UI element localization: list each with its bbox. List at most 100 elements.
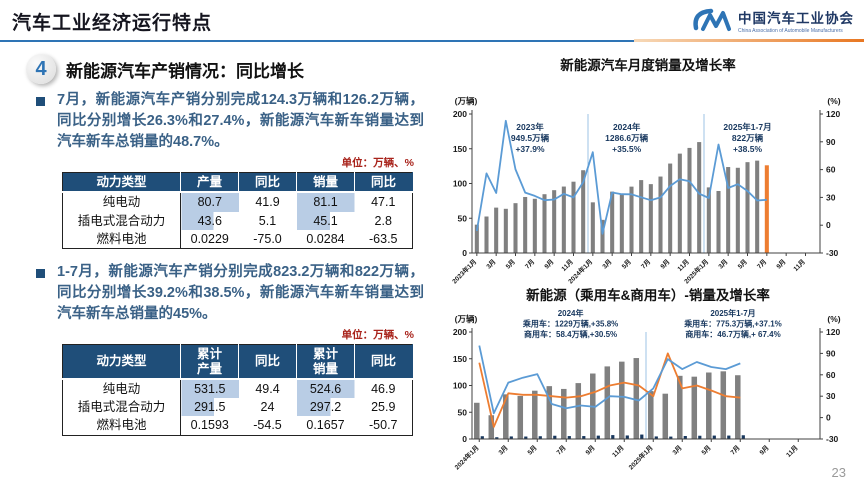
table-cell: 插电式混合动力 [62, 211, 181, 230]
bar [600, 219, 605, 253]
x-axis-label: 2023年1月 [450, 257, 478, 285]
bar [726, 167, 731, 253]
chart-annotation: 949.5万辆 [511, 133, 550, 143]
bar [538, 436, 542, 439]
axis-tick-label: 120 [826, 327, 840, 337]
bar [546, 386, 553, 439]
table-cell: 0.1593 [190, 418, 229, 433]
x-axis-label: 11月 [611, 444, 626, 459]
bar [474, 402, 480, 439]
x-axis-label: 5月 [504, 258, 517, 271]
bar [596, 435, 600, 439]
bullet-square-icon [36, 269, 45, 279]
chart-annotation: 2025年1-7月 [710, 308, 755, 318]
bar [640, 434, 644, 439]
x-axis-label: 2025年1月 [626, 443, 654, 471]
section-number-badge: 4 [26, 54, 56, 84]
chart-annotation: +38.5% [733, 144, 763, 154]
bar [662, 393, 669, 439]
unit-label-monthly: 单位：万辆、% [341, 157, 414, 170]
bar [654, 436, 658, 439]
axis-tick-label: 60 [826, 165, 836, 175]
axis-tick-label: 150 [453, 144, 467, 154]
axis-tick-label: 0 [826, 413, 831, 423]
chart-annotation: 商用车：46.7万辆,+ 67.4% [685, 329, 780, 339]
right-axis-unit: (%) [827, 314, 840, 324]
table-cell: 297.2 [296, 398, 355, 417]
x-axis-label: 2024年1月 [452, 443, 480, 471]
axis-tick-label: 60 [826, 370, 836, 380]
table-cell: 41.9 [255, 195, 280, 210]
bar [542, 194, 547, 253]
table-cell: 0.0229 [190, 231, 229, 246]
chart-annotation: 1286.6万辆 [605, 133, 648, 143]
monthly-table: 动力类型 产量 同比 销量 同比 纯电动 80.7 41.9 81.1 47.1 插电式混合动力 43… [62, 172, 413, 250]
x-axis-label: 11月 [785, 444, 800, 459]
bar [480, 436, 484, 439]
bar [567, 436, 571, 439]
bar [524, 436, 528, 439]
table-cell: -54.5 [253, 418, 282, 433]
right-column: 新能源汽车月度销量及增长率 0 50 100 150 200 -30 0 30 60 90 120 (… [432, 44, 864, 486]
table-cell: 291.5 [180, 398, 239, 417]
bar [706, 372, 712, 439]
bar [611, 435, 615, 439]
x-axis-label: 11月 [792, 258, 807, 273]
x-axis-label: 9月 [758, 444, 771, 457]
bar [581, 170, 586, 253]
table-cell: 531.5 [180, 378, 239, 399]
bar [648, 391, 654, 439]
monthly-sales-chart: 0 50 100 150 200 -30 0 30 60 90 120 (万辆) (%) 2023年1月 3… [450, 96, 841, 285]
x-axis-label: 3月 [601, 258, 614, 271]
table-cell: 5.1 [258, 213, 277, 228]
axis-tick-label: 50 [458, 213, 468, 223]
bar [658, 176, 663, 253]
table-cell: 0.0284 [306, 231, 345, 246]
x-axis-label: 3月 [497, 444, 510, 457]
bar [571, 181, 576, 253]
table-row: 插电式混合动力 291.5 24 297.2 25.9 [62, 398, 413, 417]
x-axis-label: 9月 [659, 258, 672, 271]
table-row: 插电式混合动力 43.6 5.1 45.1 2.8 [62, 211, 413, 230]
bar [509, 436, 513, 439]
bar [582, 436, 586, 439]
table-header-cell: 累计 产量 [180, 344, 239, 380]
bar [668, 163, 673, 253]
bar [698, 435, 702, 439]
bar [745, 162, 750, 253]
table-header-cell: 动力类型 [62, 344, 181, 380]
axis-tick-label: 200 [453, 109, 467, 119]
bar [517, 395, 524, 439]
table-cell: 25.9 [371, 400, 396, 415]
bar [669, 436, 673, 439]
bar [648, 184, 653, 253]
logo-text-en: China Association of Automobile Manufact… [738, 27, 843, 34]
bar [712, 435, 716, 439]
logo-text-cn: 中国汽车工业协会 [738, 10, 854, 26]
axis-tick-label: 90 [826, 348, 836, 358]
table-header-cell: 产量 [180, 172, 239, 194]
table-row: 纯电动 531.5 49.4 524.6 46.9 [62, 378, 413, 399]
x-axis-label: 7月 [555, 444, 568, 457]
x-axis-label: 11月 [560, 258, 575, 273]
table-cell: 46.9 [371, 381, 396, 396]
chart-annotation: 2024年 [558, 308, 584, 318]
page-number: 23 [831, 465, 846, 480]
bar [619, 193, 624, 253]
table-header-cell: 动力类型 [62, 172, 181, 194]
table-cell: 0.1657 [306, 418, 345, 433]
bar [561, 388, 567, 439]
axis-tick-label: 100 [453, 381, 467, 391]
table-cell: 43.6 [180, 211, 239, 230]
table-cell: -75.0 [253, 231, 282, 246]
axis-tick-label: 120 [826, 109, 840, 119]
table-header-cell: 同比 [238, 172, 297, 194]
caam-logo-text: 中国汽车工业协会 China Association of Automobile… [738, 7, 854, 34]
bar [575, 383, 582, 439]
axis-tick-label: 150 [453, 354, 467, 364]
table-cell: 2.8 [374, 213, 392, 228]
axis-tick-label: 0 [462, 434, 467, 444]
table-row: 燃料电池 0.1593 -54.5 0.1657 -50.7 [62, 416, 413, 436]
x-axis-label: 9月 [775, 258, 788, 271]
table-cell: 524.6 [296, 378, 355, 399]
